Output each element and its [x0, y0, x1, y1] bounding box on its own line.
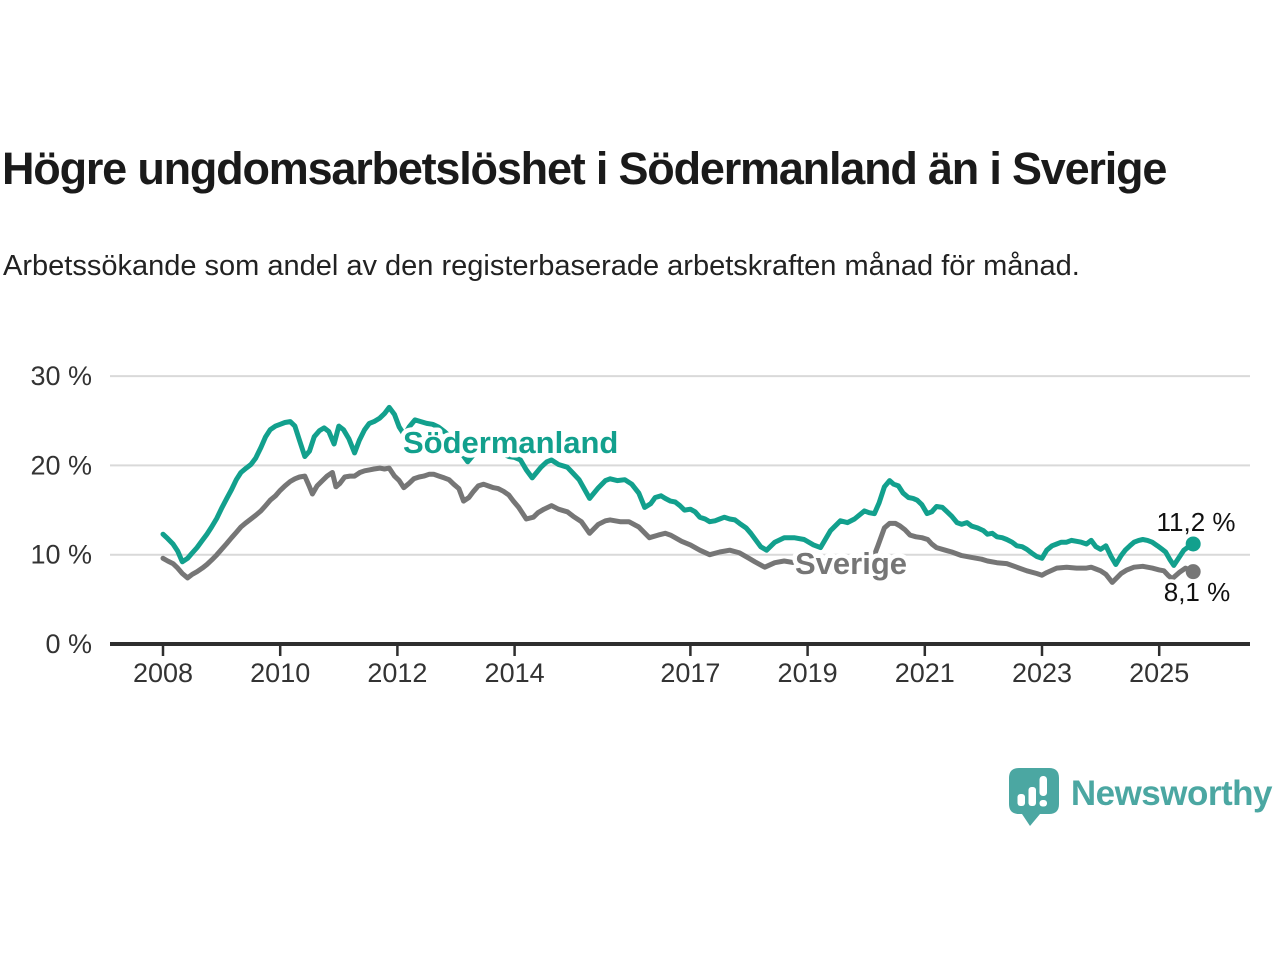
y-axis-label-10: 10 % — [30, 540, 92, 570]
y-axis-label-20: 20 % — [30, 450, 92, 480]
chart-subtitle: Arbetssökande som andel av den registerb… — [3, 250, 1080, 282]
y-axis-label-0: 0 % — [45, 629, 92, 659]
series-label-södermanland: Södermanland — [403, 425, 618, 460]
end-dot-södermanland — [1185, 536, 1201, 552]
series-line-södermanland — [160, 404, 1196, 568]
series-line-sverige — [160, 465, 1196, 585]
x-axis-label-2012: 2012 — [367, 658, 427, 688]
x-axis-label-2023: 2023 — [1012, 658, 1072, 688]
x-axis-label-2008: 2008 — [133, 658, 193, 688]
x-axis-label-2021: 2021 — [895, 658, 955, 688]
newsworthy-speech-bubble-bar-chart-icon — [1008, 768, 1059, 826]
x-axis-label-2017: 2017 — [660, 658, 720, 688]
x-axis-label-2025: 2025 — [1129, 658, 1189, 688]
end-value-label-södermanland: 11,2 % — [1156, 507, 1235, 537]
y-axis-label-30: 30 % — [30, 361, 92, 391]
end-value-label-sverige: 8,1 % — [1164, 577, 1231, 607]
brand-name: Newsworthy — [1070, 773, 1273, 813]
x-axis-label-2019: 2019 — [778, 658, 838, 688]
page-title: Högre ungdomsarbetslöshet i Södermanland… — [2, 143, 1167, 194]
x-axis-label-2010: 2010 — [250, 658, 310, 688]
series-label-sverige: Sverige — [795, 546, 907, 581]
x-axis-label-2014: 2014 — [485, 658, 545, 688]
brand-footer: Newsworthy — [1008, 768, 1273, 826]
end-dot-sverige — [1185, 564, 1201, 580]
